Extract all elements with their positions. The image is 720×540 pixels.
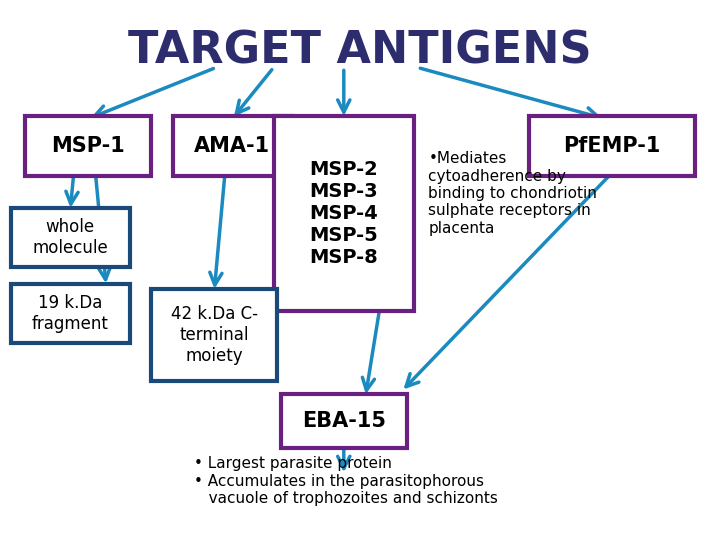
FancyBboxPatch shape xyxy=(11,208,130,267)
Text: TARGET ANTIGENS: TARGET ANTIGENS xyxy=(128,30,592,73)
Text: whole
molecule: whole molecule xyxy=(32,218,108,257)
Text: MSP-2
MSP-3
MSP-4
MSP-5
MSP-8: MSP-2 MSP-3 MSP-4 MSP-5 MSP-8 xyxy=(310,160,378,267)
Text: PfEMP-1: PfEMP-1 xyxy=(563,136,661,156)
FancyBboxPatch shape xyxy=(281,394,407,448)
FancyBboxPatch shape xyxy=(151,289,277,381)
FancyBboxPatch shape xyxy=(274,116,414,310)
FancyBboxPatch shape xyxy=(173,116,292,176)
Text: • Largest parasite protein
• Accumulates in the parasitophorous
   vacuole of tr: • Largest parasite protein • Accumulates… xyxy=(194,456,498,506)
Text: AMA-1: AMA-1 xyxy=(194,136,270,156)
FancyBboxPatch shape xyxy=(11,284,130,343)
Text: 19 k.Da
fragment: 19 k.Da fragment xyxy=(32,294,109,333)
FancyBboxPatch shape xyxy=(529,116,695,176)
FancyBboxPatch shape xyxy=(25,116,151,176)
Text: MSP-1: MSP-1 xyxy=(51,136,125,156)
Text: 42 k.Da C-
terminal
moiety: 42 k.Da C- terminal moiety xyxy=(171,305,258,364)
Text: EBA-15: EBA-15 xyxy=(302,411,386,431)
Text: •Mediates
cytoadherence by
binding to chondriotin
sulphate receptors in
placenta: •Mediates cytoadherence by binding to ch… xyxy=(428,151,598,236)
